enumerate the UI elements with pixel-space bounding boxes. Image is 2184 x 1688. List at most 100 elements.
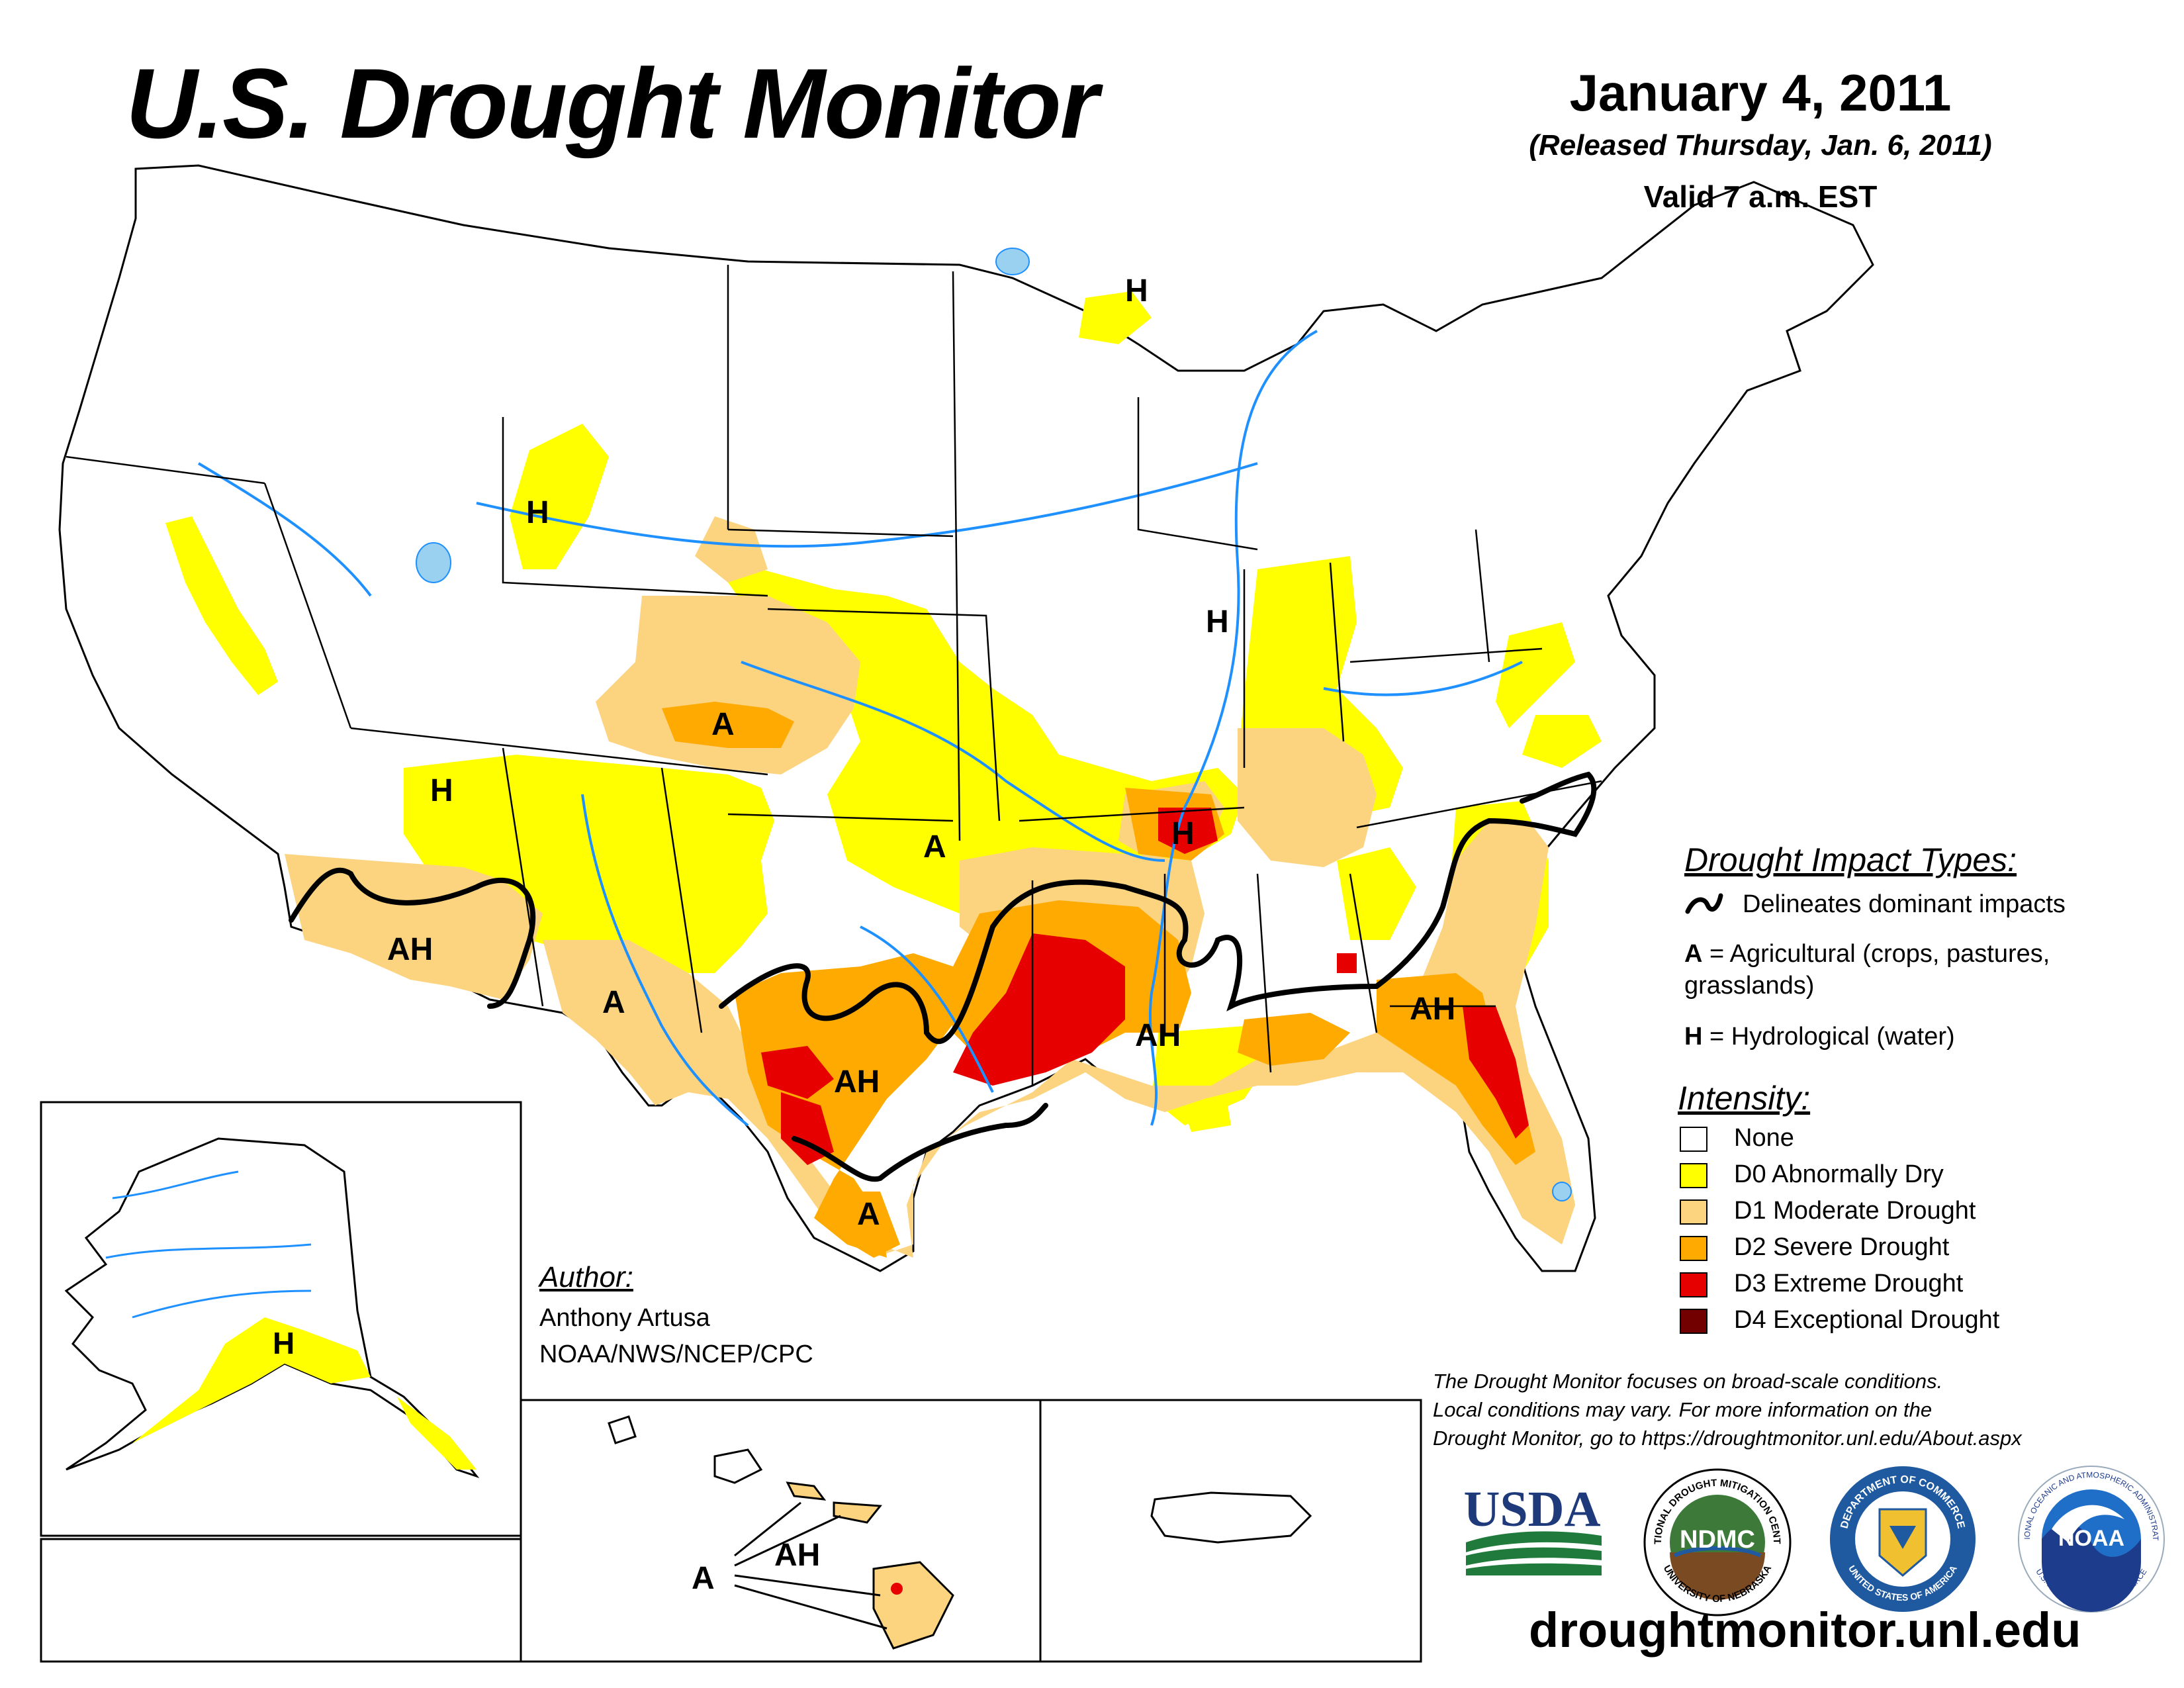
agricultural-legend: A = Agricultural (crops, pastures, bbox=[1684, 940, 2050, 968]
d0-nevada bbox=[165, 516, 278, 695]
rivers bbox=[197, 330, 1523, 1127]
delineate-line-icon bbox=[1685, 893, 1723, 914]
label-ah-arizona: AH bbox=[387, 932, 433, 967]
label-ah-texas: AH bbox=[834, 1064, 880, 1100]
alaska-d0 bbox=[132, 1317, 371, 1443]
d2-areas bbox=[662, 702, 1535, 1258]
hydrological-legend: H = Hydrological (water) bbox=[1684, 1023, 1955, 1051]
label-a-west-texas: A bbox=[602, 985, 625, 1020]
mississippi-river bbox=[1148, 330, 1318, 1126]
label-a-hawaii: A bbox=[692, 1561, 715, 1596]
d2-south-texas bbox=[834, 1192, 900, 1258]
label-a-colorado: A bbox=[711, 707, 735, 742]
impact-labels: H H H H H A A A A AH AH AH AH bbox=[387, 273, 1455, 1232]
state-lines bbox=[66, 265, 1602, 1086]
release-date: (Released Thursday, Jan. 6, 2011) bbox=[1529, 129, 1992, 162]
agricultural-code: A bbox=[1684, 940, 1703, 968]
lakes bbox=[416, 248, 1572, 1201]
d1-wyoming bbox=[695, 516, 768, 583]
hydrological-code: H bbox=[1684, 1023, 1703, 1051]
d0-virginia bbox=[1496, 622, 1575, 728]
puerto-rico-outline bbox=[1150, 1491, 1312, 1544]
legend-label-none: None bbox=[1734, 1124, 1794, 1152]
commerce-logo: DEPARTMENT OF COMMERCE UNITED STATES OF … bbox=[1830, 1466, 1976, 1612]
author-org: NOAA/NWS/NCEP/CPC bbox=[539, 1340, 813, 1368]
swatch-d3 bbox=[1680, 1272, 1707, 1297]
usda-logo-text: USDA bbox=[1464, 1481, 1601, 1537]
great-salt-lake bbox=[416, 542, 451, 583]
hawaii-d3 bbox=[891, 1583, 903, 1595]
label-ah-hawaii: AH bbox=[774, 1538, 820, 1573]
ohio-river bbox=[1323, 661, 1523, 696]
legend-label-d0: D0 Abnormally Dry bbox=[1734, 1160, 1944, 1188]
swatch-d2 bbox=[1680, 1236, 1707, 1261]
ah-boundary-texas bbox=[792, 1103, 1048, 1182]
snake-river bbox=[197, 462, 372, 597]
site-url[interactable]: droughtmonitor.unl.edu bbox=[1529, 1603, 2081, 1658]
swatch-d4 bbox=[1680, 1309, 1707, 1334]
label-h-minnesota: H bbox=[1125, 273, 1148, 308]
ndmc-logo: NDMC NATIONAL DROUGHT MITIGATION CENTER … bbox=[1641, 1466, 1792, 1617]
note-line-3: Drought Monitor, go to https://droughtmo… bbox=[1433, 1427, 2022, 1450]
label-h-bootheel: H bbox=[1171, 816, 1195, 851]
usda-logo: USDA bbox=[1464, 1481, 1602, 1575]
puerto-rico-inset bbox=[1039, 1399, 1422, 1663]
legend-label-d3: D3 Extreme Drought bbox=[1734, 1270, 1964, 1297]
agricultural-desc-2: grasslands) bbox=[1684, 972, 1815, 1000]
hawaii-inset: AH A bbox=[520, 1399, 1042, 1663]
ah-boundary-south bbox=[719, 771, 1597, 1045]
legend-label-d2: D2 Severe Drought bbox=[1734, 1233, 1950, 1261]
hydrological-desc: = Hydrological (water) bbox=[1709, 1023, 1955, 1051]
lake-of-the-woods bbox=[995, 248, 1030, 275]
note-line-2: Local conditions may vary. For more info… bbox=[1433, 1398, 1933, 1421]
d3-alabama-spot bbox=[1337, 953, 1357, 973]
intensity-legend-heading: Intensity: bbox=[1678, 1080, 1811, 1117]
author-name: Anthony Artusa bbox=[539, 1304, 710, 1332]
d2-alabama bbox=[1238, 1013, 1350, 1066]
alaska-d0-panhandle bbox=[397, 1397, 477, 1470]
impact-legend-heading: Drought Impact Types: bbox=[1684, 841, 2017, 878]
d1-kentucky bbox=[1238, 728, 1377, 867]
ah-boundary-southwest bbox=[289, 867, 536, 1009]
valid-time: Valid 7 a.m. EST bbox=[1643, 179, 1878, 214]
swatch-none bbox=[1680, 1127, 1707, 1152]
d3-louisiana bbox=[953, 933, 1125, 1086]
d2-texas bbox=[735, 953, 966, 1258]
page-title: U.S. Drought Monitor bbox=[126, 48, 1099, 159]
delineate-text: Delineates dominant impacts bbox=[1743, 890, 2066, 918]
red-river bbox=[860, 925, 994, 1093]
d0-va-coast bbox=[1522, 715, 1602, 768]
impact-boundaries bbox=[289, 771, 1597, 1182]
agricultural-desc: = Agricultural (crops, pastures, bbox=[1709, 940, 2050, 968]
noaa-logo-text: NOAA bbox=[2058, 1526, 2124, 1551]
label-a-oklahoma: A bbox=[923, 829, 946, 865]
label-h-illinois: H bbox=[1206, 604, 1229, 639]
map-date: January 4, 2011 bbox=[1569, 64, 1952, 122]
d0-plains bbox=[715, 516, 1244, 914]
ndmc-logo-text: NDMC bbox=[1680, 1526, 1755, 1554]
d3-bootheel bbox=[1158, 808, 1218, 854]
d3-areas bbox=[761, 808, 1529, 1165]
legend-label-d4: D4 Exceptional Drought bbox=[1734, 1306, 2000, 1334]
d2-colorado bbox=[662, 702, 794, 748]
d1-colorado bbox=[596, 596, 860, 774]
arkansas-river bbox=[741, 661, 1165, 862]
d3-texas-central bbox=[761, 1046, 834, 1099]
rio-grande bbox=[581, 794, 749, 1127]
label-ah-georgia: AH bbox=[1410, 992, 1455, 1027]
lake-okeechobee bbox=[1552, 1182, 1572, 1201]
label-h-arizona: H bbox=[430, 773, 453, 808]
label-ah-mississippi: AH bbox=[1135, 1018, 1181, 1053]
note-line-1: The Drought Monitor focuses on broad-sca… bbox=[1433, 1370, 1943, 1393]
d3-texas-coast bbox=[781, 1092, 834, 1165]
label-a-south-texas: A bbox=[857, 1197, 880, 1232]
legend-label-d1: D1 Moderate Drought bbox=[1734, 1197, 1976, 1225]
missouri-river bbox=[476, 462, 1258, 548]
d3-florida bbox=[1463, 1006, 1529, 1139]
swatch-d1 bbox=[1680, 1199, 1707, 1225]
author-heading: Author: bbox=[539, 1261, 633, 1293]
swatch-d0 bbox=[1680, 1163, 1707, 1188]
label-h-alaska: H bbox=[273, 1326, 295, 1360]
label-h-wyoming: H bbox=[526, 495, 549, 530]
